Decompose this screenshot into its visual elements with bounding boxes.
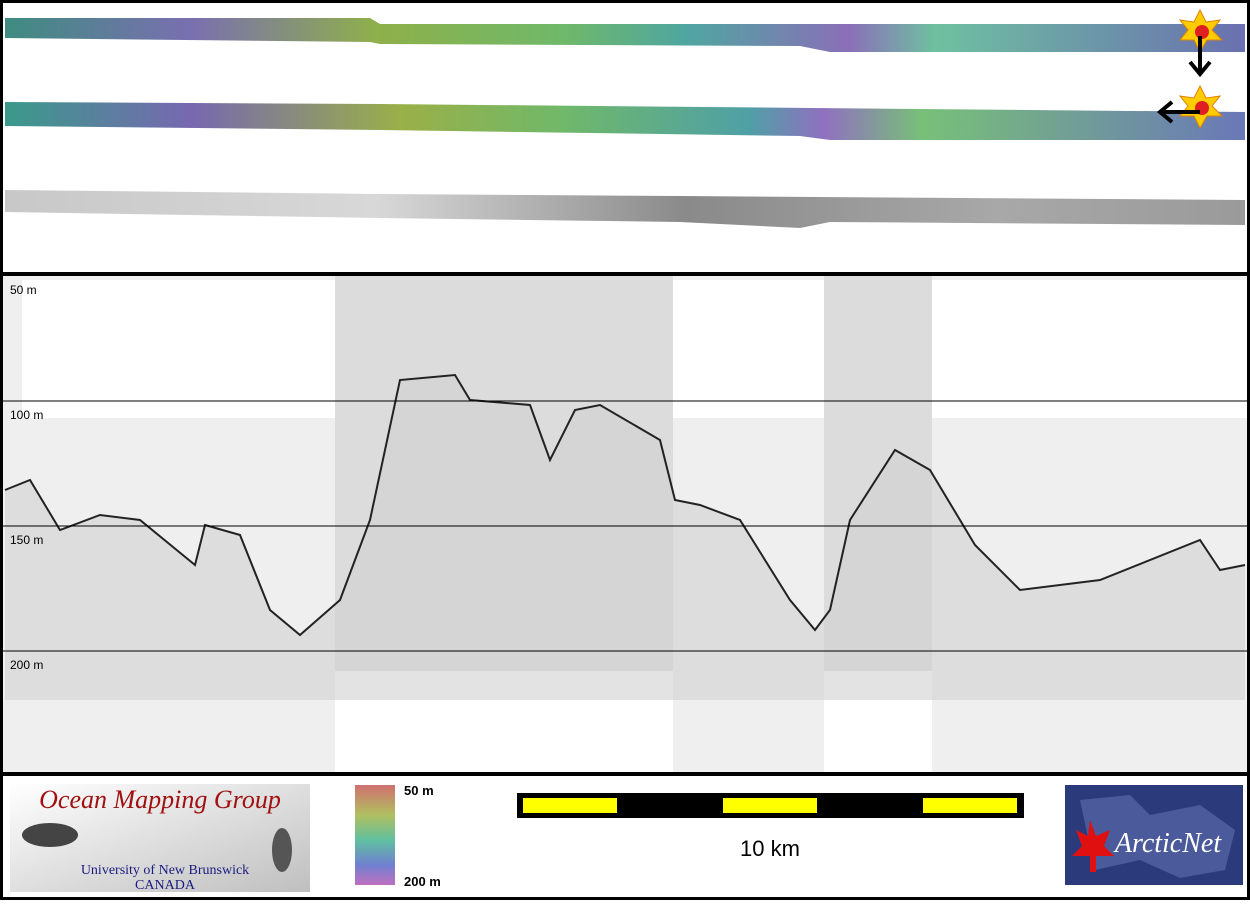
logo-vehicle [22, 823, 78, 847]
arrow [1156, 100, 1200, 124]
blank [673, 280, 824, 418]
seabed-fill [5, 375, 1245, 700]
seabed-line [4, 373, 1246, 637]
depth-label: 150 m [10, 533, 43, 547]
bathymetry-swath [5, 18, 1245, 52]
maple-leaf [1072, 820, 1114, 872]
scalebar-label: 10 km [740, 836, 800, 861]
logo-institution: University of New Brunswick [81, 863, 249, 878]
scalebar-segment [723, 798, 817, 813]
logo-title: Ocean Mapping Group [39, 785, 281, 814]
depth-label: 100 m [10, 408, 43, 422]
depth-label: 200 m [10, 658, 43, 672]
colorbar-label: 200 m [404, 874, 441, 889]
depth-label: 50 m [10, 283, 37, 297]
blank [932, 280, 1247, 418]
partner-name: ArcticNet [1113, 828, 1222, 859]
logo-country: CANADA [135, 878, 196, 893]
scalebar-segment [923, 798, 1017, 813]
logo-vehicle [272, 828, 292, 872]
divider [0, 772, 1250, 776]
blank [22, 280, 335, 418]
partner-map [1080, 795, 1235, 878]
divider [0, 272, 1250, 276]
backscatter-swath [5, 190, 1245, 228]
colorbar-label: 50 m [404, 783, 434, 798]
colorbar [355, 785, 395, 885]
scalebar-segment [523, 798, 617, 813]
bathymetry-swath [5, 102, 1245, 140]
arrow [1188, 36, 1212, 78]
